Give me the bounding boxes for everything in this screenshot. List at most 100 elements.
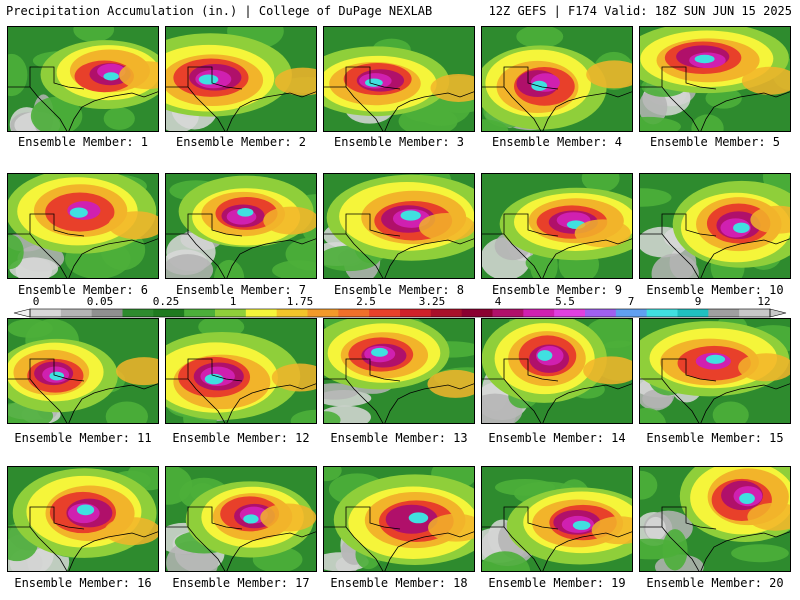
coastline-border [8,506,158,571]
precip-map [324,319,474,423]
colorbar-tick-label: 12 [757,295,771,308]
precip-map [324,174,474,278]
ensemble-panel-5 [639,26,791,132]
ensemble-panel-19 [481,466,633,572]
ensemble-member-label: Ensemble Member: 13 [330,431,468,445]
precip-map [640,319,790,423]
ensemble-member-label: Ensemble Member: 2 [175,135,307,149]
colorbar-tick-label: 4 [494,295,502,308]
colorbar-tick-label: 1.75 [286,295,314,308]
ensemble-panel-1 [7,26,159,132]
ensemble-member-label: Ensemble Member: 11 [14,431,152,445]
precip-map [166,319,316,423]
colorbar-swatch [276,309,308,317]
colorbar-tick-label: 1 [229,295,237,308]
precip-map [166,27,316,131]
precip-map [8,174,158,278]
map-header: Precipitation Accumulation (in.) | Colle… [0,0,800,22]
colorbar-right-arrow [769,308,787,318]
colorbar-tick-label: 7 [627,295,635,308]
ensemble-panel-6 [7,173,159,279]
coastline-border [166,66,316,131]
colorbar-swatch [523,309,555,317]
product-title: Precipitation Accumulation (in.) | Colle… [6,4,433,18]
precip-map [482,319,632,423]
coastline-border [324,66,474,131]
ensemble-panel-3 [323,26,475,132]
coastline-border [166,506,316,571]
precip-map [166,467,316,571]
coastline-border [640,66,790,131]
ensemble-member-label: Ensemble Member: 7 [175,283,307,297]
coastline-border [166,358,316,423]
colorbar-left-arrow [13,308,31,318]
precip-map [640,174,790,278]
ensemble-member-label: Ensemble Member: 16 [14,576,152,590]
colorbar-tick-label: 3.25 [418,295,446,308]
colorbar-graphic [13,308,787,318]
coastline-border [324,506,474,571]
colorbar-swatch [307,309,339,317]
colorbar-swatch [184,309,216,317]
colorbar-swatch [646,309,678,317]
coastline-border [482,213,632,278]
ensemble-member-label: Ensemble Member: 6 [17,283,149,297]
ensemble-panel-9 [481,173,633,279]
precip-map [166,174,316,278]
precip-map [640,467,790,571]
colorbar-swatch [554,309,586,317]
colorbar-swatch [369,309,401,317]
ensemble-member-label: Ensemble Member: 9 [491,283,623,297]
coastline-border [8,213,158,278]
colorbar-swatch [30,309,62,317]
ensemble-member-label: Ensemble Member: 1 [17,135,149,149]
colorbar-swatch [215,309,247,317]
run-valid-info: 12Z GEFS | F174 Valid: 18Z SUN JUN 15 20… [488,4,792,18]
colorbar-tick-label: 0.05 [86,295,114,308]
colorbar-swatch [461,309,493,317]
ensemble-panel-14 [481,318,633,424]
colorbar-swatch [739,309,771,317]
ensemble-member-label: Ensemble Member: 19 [488,576,626,590]
colorbar-tick-label: 2.5 [356,295,376,308]
ensemble-panel-11 [7,318,159,424]
ensemble-panel-18 [323,466,475,572]
ensemble-panel-20 [639,466,791,572]
colorbar-tick-label: 0.25 [152,295,180,308]
ensemble-panel-7 [165,173,317,279]
colorbar-swatch [338,309,370,317]
colorbar-swatch [153,309,185,317]
coastline-border [640,358,790,423]
precip-colorbar: 0 0.05 0.25 1 1.75 2.5 3.25 4 5.5 7 9 12 [0,296,800,324]
coastline-border [8,66,158,131]
colorbar-tick-label: 9 [694,295,702,308]
colorbar-tick-label: 5.5 [555,295,575,308]
precip-map [482,467,632,571]
ensemble-member-label: Ensemble Member: 8 [333,283,465,297]
ensemble-member-label: Ensemble Member: 17 [172,576,310,590]
precip-map [324,467,474,571]
ensemble-panel-15 [639,318,791,424]
coastline-border [482,506,632,571]
coastline-border [324,358,474,423]
ensemble-panel-8 [323,173,475,279]
coastline-border [482,66,632,131]
precip-map [482,174,632,278]
ensemble-panel-13 [323,318,475,424]
ensemble-member-label: Ensemble Member: 5 [649,135,781,149]
ensemble-panel-12 [165,318,317,424]
precip-map [640,27,790,131]
coastline-border [640,213,790,278]
ensemble-member-label: Ensemble Member: 15 [646,431,784,445]
colorbar-tick-label: 0 [32,295,40,308]
ensemble-panel-10 [639,173,791,279]
coastline-border [8,358,158,423]
coastline-border [640,506,790,571]
ensemble-panel-17 [165,466,317,572]
colorbar-swatch [615,309,648,317]
precip-map [482,27,632,131]
colorbar-swatch [400,309,432,317]
colorbar-swatch [430,309,463,317]
colorbar-swatch [492,309,524,317]
precip-map [8,319,158,423]
